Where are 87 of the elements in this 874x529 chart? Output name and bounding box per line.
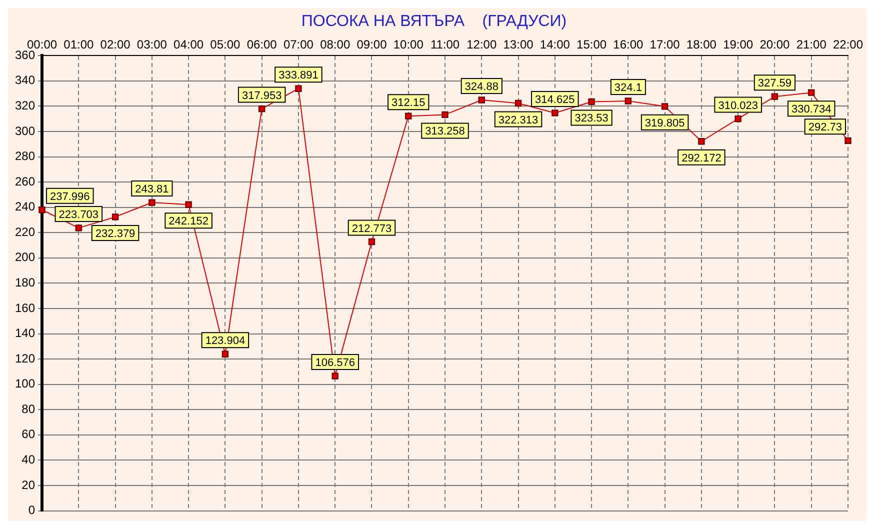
y-tick-label: 20 xyxy=(22,478,36,492)
y-tick-label: 340 xyxy=(14,73,36,88)
point xyxy=(844,137,852,144)
y-tick-label: 260 xyxy=(14,174,36,188)
data-label: 232.379 xyxy=(95,228,136,240)
x-tick-label: 19:00 xyxy=(723,38,754,52)
point xyxy=(514,100,522,107)
point xyxy=(258,105,266,112)
data-label: 330.734 xyxy=(791,104,832,116)
point xyxy=(75,224,82,232)
x-tick-label: 13:00 xyxy=(503,38,534,52)
point xyxy=(222,350,229,358)
y-tick-label: 160 xyxy=(14,300,36,315)
point xyxy=(295,85,302,92)
y-tick-label: 200 xyxy=(14,250,36,264)
data-label: 324.88 xyxy=(464,81,498,94)
data-label: 312.15 xyxy=(392,97,426,110)
y-tick-label: 240 xyxy=(14,200,36,214)
data-label: 313.258 xyxy=(425,126,465,138)
y-tick-label: 320 xyxy=(14,98,36,112)
point xyxy=(148,199,156,206)
point xyxy=(38,206,46,214)
data-label: 327.59 xyxy=(758,78,792,90)
data-label: 123.904 xyxy=(205,335,246,348)
point xyxy=(624,98,632,104)
x-tick-label: 20:00 xyxy=(760,38,790,52)
data-label: 323.53 xyxy=(574,112,608,125)
data-label: 314.625 xyxy=(535,94,575,106)
x-tick-label: 12:00 xyxy=(466,38,497,52)
x-tick-label: 14:00 xyxy=(540,38,570,52)
data-label: 106.576 xyxy=(315,357,355,370)
data-label: 237.996 xyxy=(50,190,90,203)
data-label: 333.891 xyxy=(278,70,318,82)
y-tick-label: 220 xyxy=(14,224,36,239)
chart-title: ПОСОКА НА ВЯТЪРА (ГРАДУСИ) xyxy=(301,13,567,30)
x-tick-label: 07:00 xyxy=(283,38,314,52)
x-tick-label: 15:00 xyxy=(576,38,607,52)
point xyxy=(734,115,742,122)
x-tick-label: 17:00 xyxy=(650,38,680,52)
point xyxy=(442,111,448,118)
point xyxy=(112,214,119,220)
x-tick-label: 04:00 xyxy=(174,38,204,52)
x-tick-label: 01:00 xyxy=(64,38,94,52)
data-label: 243.81 xyxy=(135,184,169,196)
x-tick-label: 06:00 xyxy=(246,38,278,52)
point xyxy=(478,96,485,104)
y-tick-label: 300 xyxy=(14,124,36,138)
y-tick-label: 0 xyxy=(28,503,36,518)
x-tick-label: 10:00 xyxy=(393,38,424,52)
data-label: 310.023 xyxy=(718,100,758,112)
data-label: 292.73 xyxy=(808,122,842,134)
y-tick-label: 120 xyxy=(14,351,36,366)
point xyxy=(185,201,192,208)
point xyxy=(808,89,815,96)
x-tick-label: 05:00 xyxy=(210,38,241,52)
data-label: 212.773 xyxy=(352,222,392,235)
y-tick-label: 80 xyxy=(22,402,36,416)
point xyxy=(332,372,338,380)
x-tick-label: 08:00 xyxy=(320,38,350,52)
y-tick-label: 100 xyxy=(14,376,36,391)
data-label: 324.1 xyxy=(614,82,642,94)
x-tick-label: 18:00 xyxy=(686,38,717,52)
y-tick-label: 140 xyxy=(14,326,36,340)
y-tick-label: 180 xyxy=(14,276,36,290)
y-tick-label: 40 xyxy=(22,452,36,467)
data-label: 319.805 xyxy=(644,117,685,130)
point xyxy=(698,138,705,145)
point xyxy=(405,112,412,120)
x-tick-label: 16:00 xyxy=(613,38,644,52)
data-label: 322.313 xyxy=(498,114,538,126)
x-tick-label: 11:00 xyxy=(430,38,460,52)
x-tick-label: 03:00 xyxy=(136,38,168,52)
y-tick-label: 280 xyxy=(14,149,36,164)
data-label: 242.152 xyxy=(168,216,208,228)
data-label: 223.703 xyxy=(58,208,99,221)
point xyxy=(368,238,376,246)
y-tick-label: 60 xyxy=(22,427,36,442)
point xyxy=(661,103,668,110)
x-tick-label: 21:00 xyxy=(796,38,827,52)
data-label: 317.953 xyxy=(242,90,282,102)
point xyxy=(771,93,778,100)
x-tick-label: 02:00 xyxy=(100,38,131,52)
x-tick-label: 22:00 xyxy=(832,38,864,52)
point xyxy=(588,98,595,106)
data-label: 292.172 xyxy=(682,152,722,164)
point xyxy=(552,110,558,116)
x-tick-label: 09:00 xyxy=(356,38,388,52)
